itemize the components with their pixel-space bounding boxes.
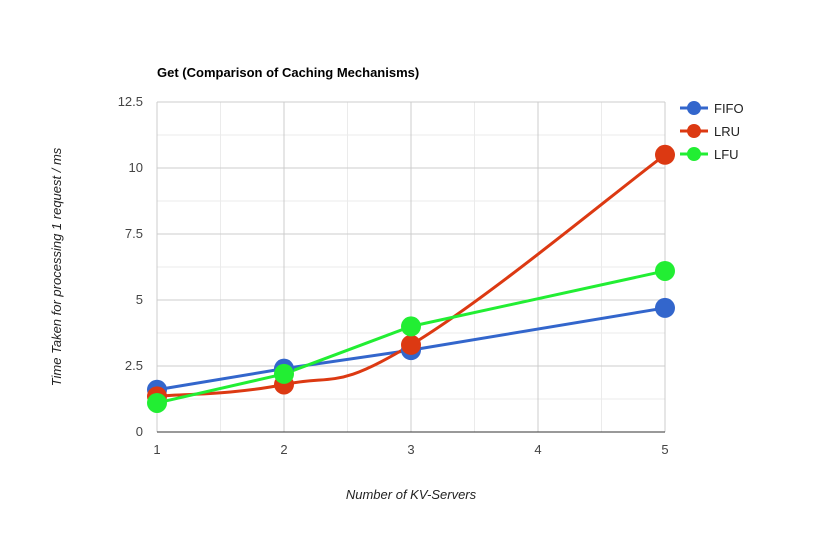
y-tick-label: 2.5	[125, 358, 143, 373]
data-point-fifo[interactable]	[655, 297, 675, 318]
legend-item-fifo[interactable]: FIFO	[680, 101, 744, 116]
x-tick-label: 4	[534, 442, 541, 457]
x-axis-label: Number of KV-Servers	[346, 487, 477, 502]
y-tick-label: 12.5	[118, 94, 143, 109]
legend-marker	[687, 124, 701, 138]
series-points	[147, 144, 675, 413]
data-point-lfu[interactable]	[655, 260, 675, 281]
series-line-lfu	[156, 269, 666, 405]
chart-title: Get (Comparison of Caching Mechanisms)	[157, 65, 419, 80]
y-axis-label: Time Taken for processing 1 request / ms	[49, 147, 64, 386]
x-tick-label: 2	[280, 442, 287, 457]
y-tick-label: 0	[136, 424, 143, 439]
legend-label: LRU	[714, 124, 740, 139]
data-point-lru[interactable]	[655, 144, 675, 165]
x-tick-label: 1	[153, 442, 160, 457]
x-tick-label: 5	[661, 442, 668, 457]
y-tick-label: 10	[129, 160, 143, 175]
data-point-lfu[interactable]	[274, 363, 294, 384]
x-tick-label: 3	[407, 442, 414, 457]
series-lines	[156, 153, 666, 405]
legend-marker	[687, 101, 701, 115]
legend-label: LFU	[714, 147, 739, 162]
legend-label: FIFO	[714, 101, 744, 116]
data-point-lfu[interactable]	[401, 316, 421, 337]
x-axis-ticks: 1 2 3 4 5	[153, 442, 668, 457]
data-point-lfu[interactable]	[147, 392, 167, 413]
legend-item-lfu[interactable]: LFU	[680, 147, 739, 162]
series-line-lru	[156, 153, 666, 398]
legend-item-lru[interactable]: LRU	[680, 124, 740, 139]
legend-marker	[687, 147, 701, 161]
data-point-lru[interactable]	[401, 334, 421, 355]
legend: FIFO LRU LFU	[680, 101, 744, 162]
series-line-fifo	[156, 306, 666, 392]
y-tick-label: 5	[136, 292, 143, 307]
grid	[156, 101, 666, 433]
y-axis-ticks: 0 2.5 5 7.5 10 12.5	[118, 94, 143, 439]
y-tick-label: 7.5	[125, 226, 143, 241]
